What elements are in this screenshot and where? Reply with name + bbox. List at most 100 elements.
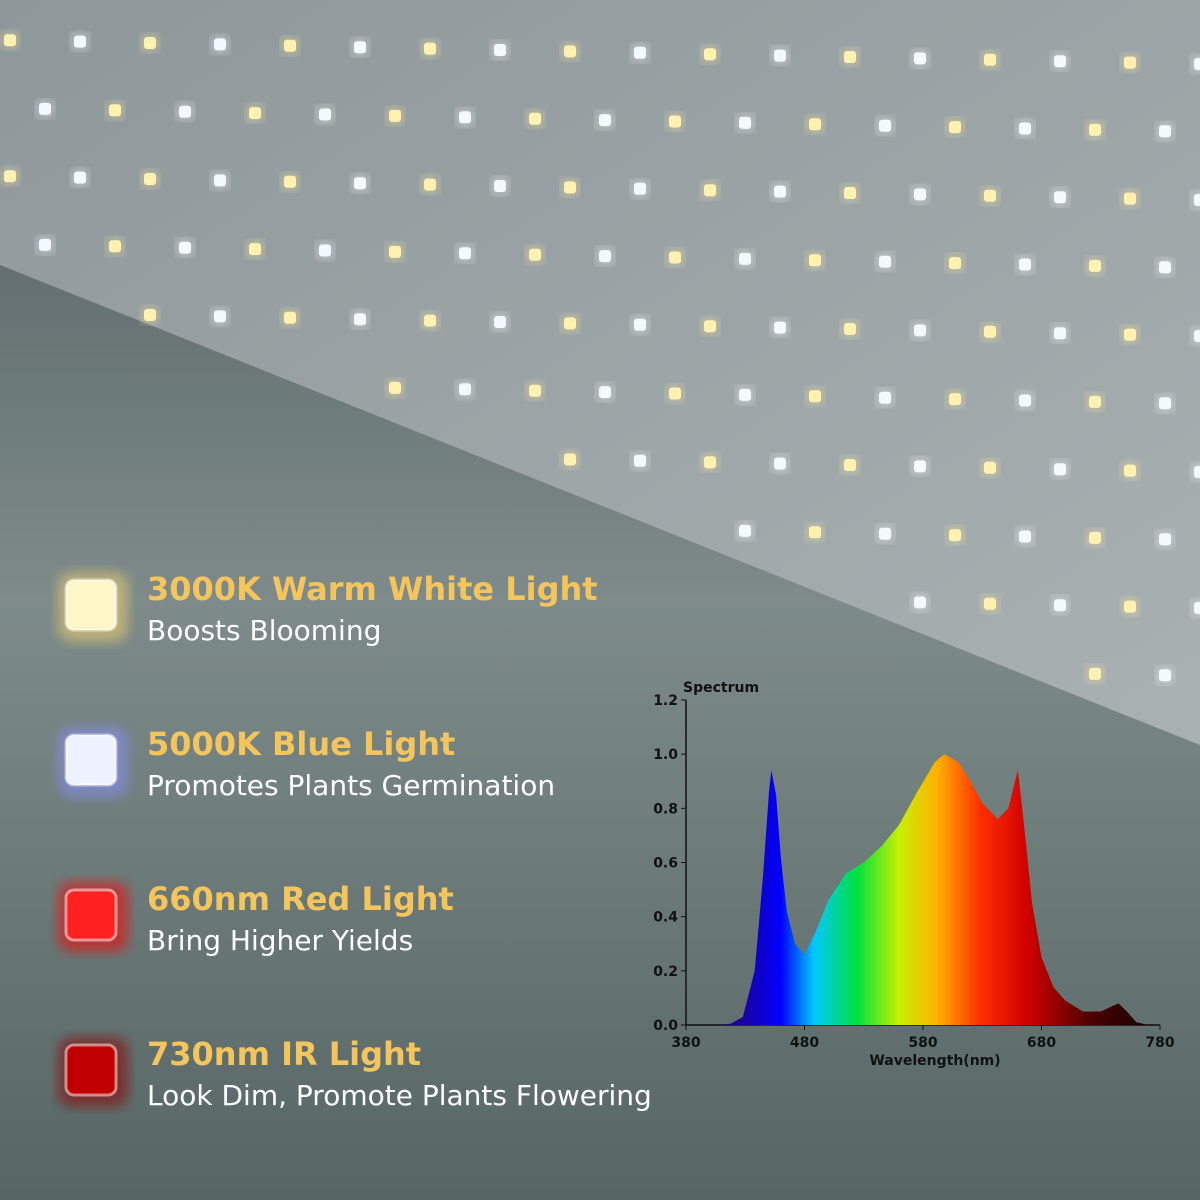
x-tick-label: 780	[1145, 1035, 1174, 1051]
led	[1054, 599, 1066, 612]
led	[1194, 602, 1200, 614]
led	[424, 314, 436, 327]
led	[809, 390, 821, 403]
led	[529, 112, 541, 125]
y-axis-title: Spectrum	[683, 680, 759, 696]
feature-title: 3000K Warm White Light	[147, 570, 598, 608]
led	[809, 526, 821, 539]
led	[739, 388, 751, 401]
led	[529, 248, 541, 261]
led	[424, 42, 436, 55]
led	[319, 108, 331, 121]
y-tick-label: 0.8	[653, 801, 678, 817]
led	[879, 391, 891, 404]
led	[1089, 667, 1101, 680]
led	[284, 311, 296, 324]
led	[1124, 464, 1136, 477]
led	[739, 116, 751, 129]
led	[949, 393, 961, 406]
led	[599, 250, 611, 263]
led	[459, 383, 471, 396]
led	[1089, 123, 1101, 136]
led	[1054, 191, 1066, 204]
led	[354, 313, 366, 326]
led	[144, 309, 156, 321]
led-icon	[64, 888, 118, 942]
led	[529, 384, 541, 397]
led	[389, 109, 401, 122]
led	[704, 320, 716, 333]
led	[319, 244, 331, 257]
led	[74, 171, 86, 184]
feature-title: 5000K Blue Light	[147, 725, 455, 763]
led	[284, 175, 296, 188]
y-tick-label: 0.0	[653, 1018, 678, 1034]
led	[844, 51, 856, 63]
led	[949, 121, 961, 134]
led	[144, 37, 156, 49]
led	[879, 119, 891, 132]
led	[1089, 531, 1101, 544]
led	[494, 180, 506, 192]
led	[844, 459, 856, 471]
y-tick-label: 0.2	[653, 964, 678, 980]
led	[599, 386, 611, 399]
led	[564, 45, 576, 58]
y-tick-label: 0.4	[653, 910, 678, 926]
led	[109, 104, 121, 117]
spectrum-area	[686, 754, 1160, 1025]
led	[39, 102, 51, 115]
led-icon	[64, 1043, 118, 1097]
led	[634, 182, 646, 195]
led	[1159, 125, 1171, 138]
feature-title: 730nm IR Light	[147, 1035, 421, 1073]
led	[179, 105, 191, 118]
led	[1194, 58, 1200, 70]
led	[564, 317, 576, 330]
led	[809, 118, 821, 131]
led	[879, 255, 891, 268]
led	[1019, 122, 1031, 135]
led	[1124, 192, 1136, 205]
x-axis-title: Wavelength(nm)	[869, 1053, 1000, 1069]
led	[39, 238, 51, 251]
y-tick-label: 1.2	[653, 693, 678, 709]
x-tick-label: 680	[1027, 1035, 1056, 1051]
led	[914, 52, 926, 65]
led	[1089, 259, 1101, 272]
led	[984, 189, 996, 202]
led	[564, 181, 576, 194]
led	[1124, 56, 1136, 69]
led	[494, 44, 506, 56]
led	[844, 187, 856, 199]
feature-description: Look Dim, Promote Plants Flowering	[147, 1079, 652, 1112]
led	[1194, 466, 1200, 478]
led	[1194, 330, 1200, 342]
led	[774, 457, 786, 470]
led	[914, 188, 926, 201]
led	[669, 251, 681, 264]
led	[984, 461, 996, 474]
led	[704, 456, 716, 469]
led	[1159, 669, 1171, 682]
led	[249, 107, 261, 120]
led	[1019, 530, 1031, 543]
led	[704, 184, 716, 197]
led	[1159, 261, 1171, 274]
led	[739, 252, 751, 265]
feature-description: Boosts Blooming	[147, 614, 381, 647]
led	[879, 527, 891, 540]
led	[844, 323, 856, 335]
led	[1159, 533, 1171, 546]
led	[74, 35, 86, 48]
led	[4, 34, 16, 47]
led	[809, 254, 821, 267]
led	[949, 529, 961, 542]
led	[634, 46, 646, 59]
led	[984, 325, 996, 338]
led	[214, 174, 226, 187]
led	[774, 185, 786, 198]
led	[459, 247, 471, 260]
led	[914, 324, 926, 337]
